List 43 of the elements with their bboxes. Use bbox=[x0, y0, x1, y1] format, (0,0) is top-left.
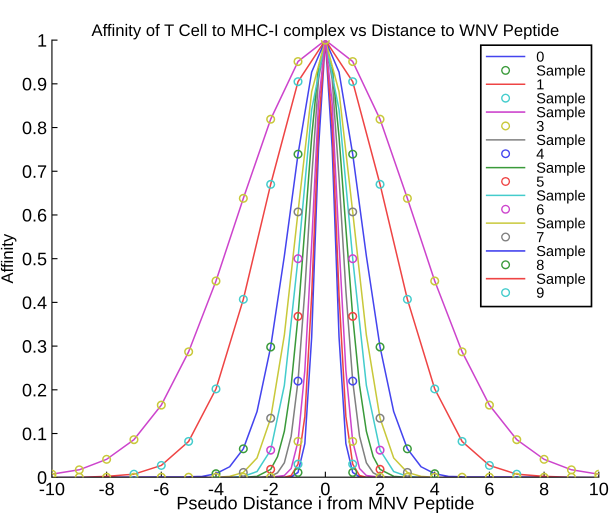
legend-label: Sample bbox=[536, 106, 586, 120]
legend-label: Sample bbox=[536, 92, 586, 106]
x-tick-label: 0 bbox=[321, 482, 330, 496]
legend-label: 1 bbox=[537, 79, 544, 90]
legend-label: Sample bbox=[536, 190, 586, 204]
legend-label: 3 bbox=[536, 120, 544, 132]
y-tick-label: 0.6 bbox=[22, 208, 46, 222]
y-tick-label: 0.7 bbox=[22, 165, 46, 178]
legend-label: Sample bbox=[536, 273, 586, 287]
x-axis-title: Pseudo Distance i from MNV Peptide bbox=[178, 496, 474, 513]
y-tick-label: 0.2 bbox=[22, 384, 46, 397]
y-tick-label: 0.1 bbox=[22, 427, 46, 440]
x-tick-label: 4 bbox=[430, 482, 440, 496]
legend-label: Sample bbox=[536, 64, 586, 79]
x-tick-label: -6 bbox=[154, 482, 169, 496]
x-tick-label: 2 bbox=[376, 482, 384, 496]
y-tick-label: 0.4 bbox=[22, 296, 47, 310]
x-tick-label: -10 bbox=[40, 482, 64, 496]
x-tick-label: 8 bbox=[540, 482, 548, 496]
legend-label: 9 bbox=[536, 288, 544, 298]
legend-label: Sample bbox=[536, 218, 586, 232]
y-axis-title: Affinity bbox=[0, 234, 16, 284]
y-tick-label: 0.3 bbox=[22, 340, 46, 353]
x-tick-label: -2 bbox=[263, 482, 278, 496]
legend-label: Sample bbox=[536, 245, 586, 260]
y-tick-label: 0.5 bbox=[22, 252, 46, 266]
y-tick-label: 1 bbox=[38, 34, 46, 47]
legend-label: Sample bbox=[536, 162, 586, 176]
legend-label: Sample bbox=[536, 134, 586, 148]
x-tick-label: -4 bbox=[208, 482, 224, 496]
legend-label: 8 bbox=[536, 260, 544, 270]
legend-label: 5 bbox=[536, 176, 544, 187]
legend-label: 0 bbox=[536, 51, 544, 62]
legend-label: 7 bbox=[536, 232, 544, 242]
x-tick-label: 10 bbox=[590, 482, 608, 496]
y-tick-label: 0.9 bbox=[22, 78, 46, 91]
y-tick-label: 0 bbox=[38, 471, 46, 484]
x-tick-label: 6 bbox=[485, 482, 494, 496]
chart-title: Affinity of T Cell to MHC-I complex vs Distance to WNV Peptide bbox=[92, 24, 559, 40]
legend-label: 6 bbox=[536, 204, 544, 215]
x-tick-label: -8 bbox=[99, 482, 114, 496]
legend-label: 4 bbox=[536, 148, 544, 159]
y-tick-label: 0.8 bbox=[22, 121, 46, 134]
